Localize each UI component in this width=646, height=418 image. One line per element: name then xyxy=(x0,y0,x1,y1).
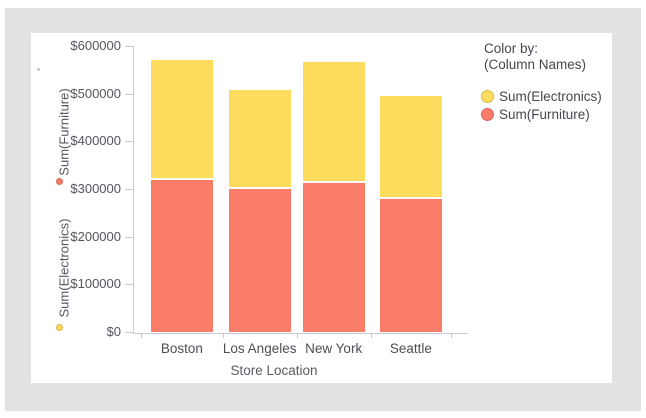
legend-title: Color by: xyxy=(484,41,539,56)
bar-segment-electronics-new-york[interactable] xyxy=(302,61,365,181)
bar-segment-furniture-seattle[interactable] xyxy=(379,199,442,332)
legend-item-sum-electronics-[interactable]: Sum(Electronics) xyxy=(481,87,602,105)
y-tick-mark xyxy=(125,46,133,47)
y-tick-mark xyxy=(125,141,133,143)
x-category-label: New York xyxy=(305,341,363,356)
y-tick-mark xyxy=(125,284,133,286)
scroll-indicator-dot xyxy=(37,68,40,71)
x-category-label: Los Angeles xyxy=(222,341,297,356)
y-tick-mark xyxy=(125,189,133,190)
y-tick-label: $300000 xyxy=(70,181,121,196)
x-boundary-tick xyxy=(222,334,224,338)
legend-item-label: Sum(Electronics) xyxy=(499,88,602,104)
y-tick-label: $600000 xyxy=(70,38,121,53)
x-boundary-tick xyxy=(451,334,452,338)
x-boundary-tick xyxy=(370,334,372,338)
y-tick-label: $100000 xyxy=(70,276,121,292)
x-boundary-tick xyxy=(141,334,142,338)
y-tick-mark xyxy=(125,332,133,333)
bar-segment-furniture-boston[interactable] xyxy=(150,180,213,332)
bar-segment-furniture-los-angeles[interactable] xyxy=(228,189,291,332)
y-tick-label: $500000 xyxy=(70,85,121,101)
x-axis-line xyxy=(133,333,468,334)
y-tick-label: $0 xyxy=(106,324,121,339)
y-axis-series-dot-icon xyxy=(56,324,63,331)
x-category-label: Seattle xyxy=(389,341,432,356)
x-category-label: Boston xyxy=(160,341,203,356)
y-axis-line xyxy=(133,46,134,334)
chart-card: Sum(Furniture) Sum(Electronics) $600000 $5… xyxy=(31,33,612,383)
y-tick-mark xyxy=(125,93,133,95)
y-axis-series-dot-icon xyxy=(56,178,63,185)
legend-item-sum-furniture-[interactable]: Sum(Furniture) xyxy=(481,105,590,123)
x-axis-title[interactable]: Store Location xyxy=(230,363,318,378)
y-tick-label: $400000 xyxy=(70,133,121,149)
bar-segment-furniture-new-york[interactable] xyxy=(302,182,365,332)
legend-column-names-selector[interactable]: (Column Names) xyxy=(484,57,587,72)
x-boundary-tick xyxy=(296,334,298,338)
legend-swatch-icon xyxy=(481,107,494,121)
bar-segment-electronics-los-angeles[interactable] xyxy=(228,89,291,187)
legend-item-label: Sum(Furniture) xyxy=(499,106,590,122)
y-tick-label: $200000 xyxy=(70,228,121,244)
bar-segment-electronics-boston[interactable] xyxy=(150,60,213,179)
legend-swatch-icon xyxy=(481,89,494,103)
bar-segment-electronics-seattle[interactable] xyxy=(379,95,442,198)
y-tick-mark xyxy=(125,236,133,238)
